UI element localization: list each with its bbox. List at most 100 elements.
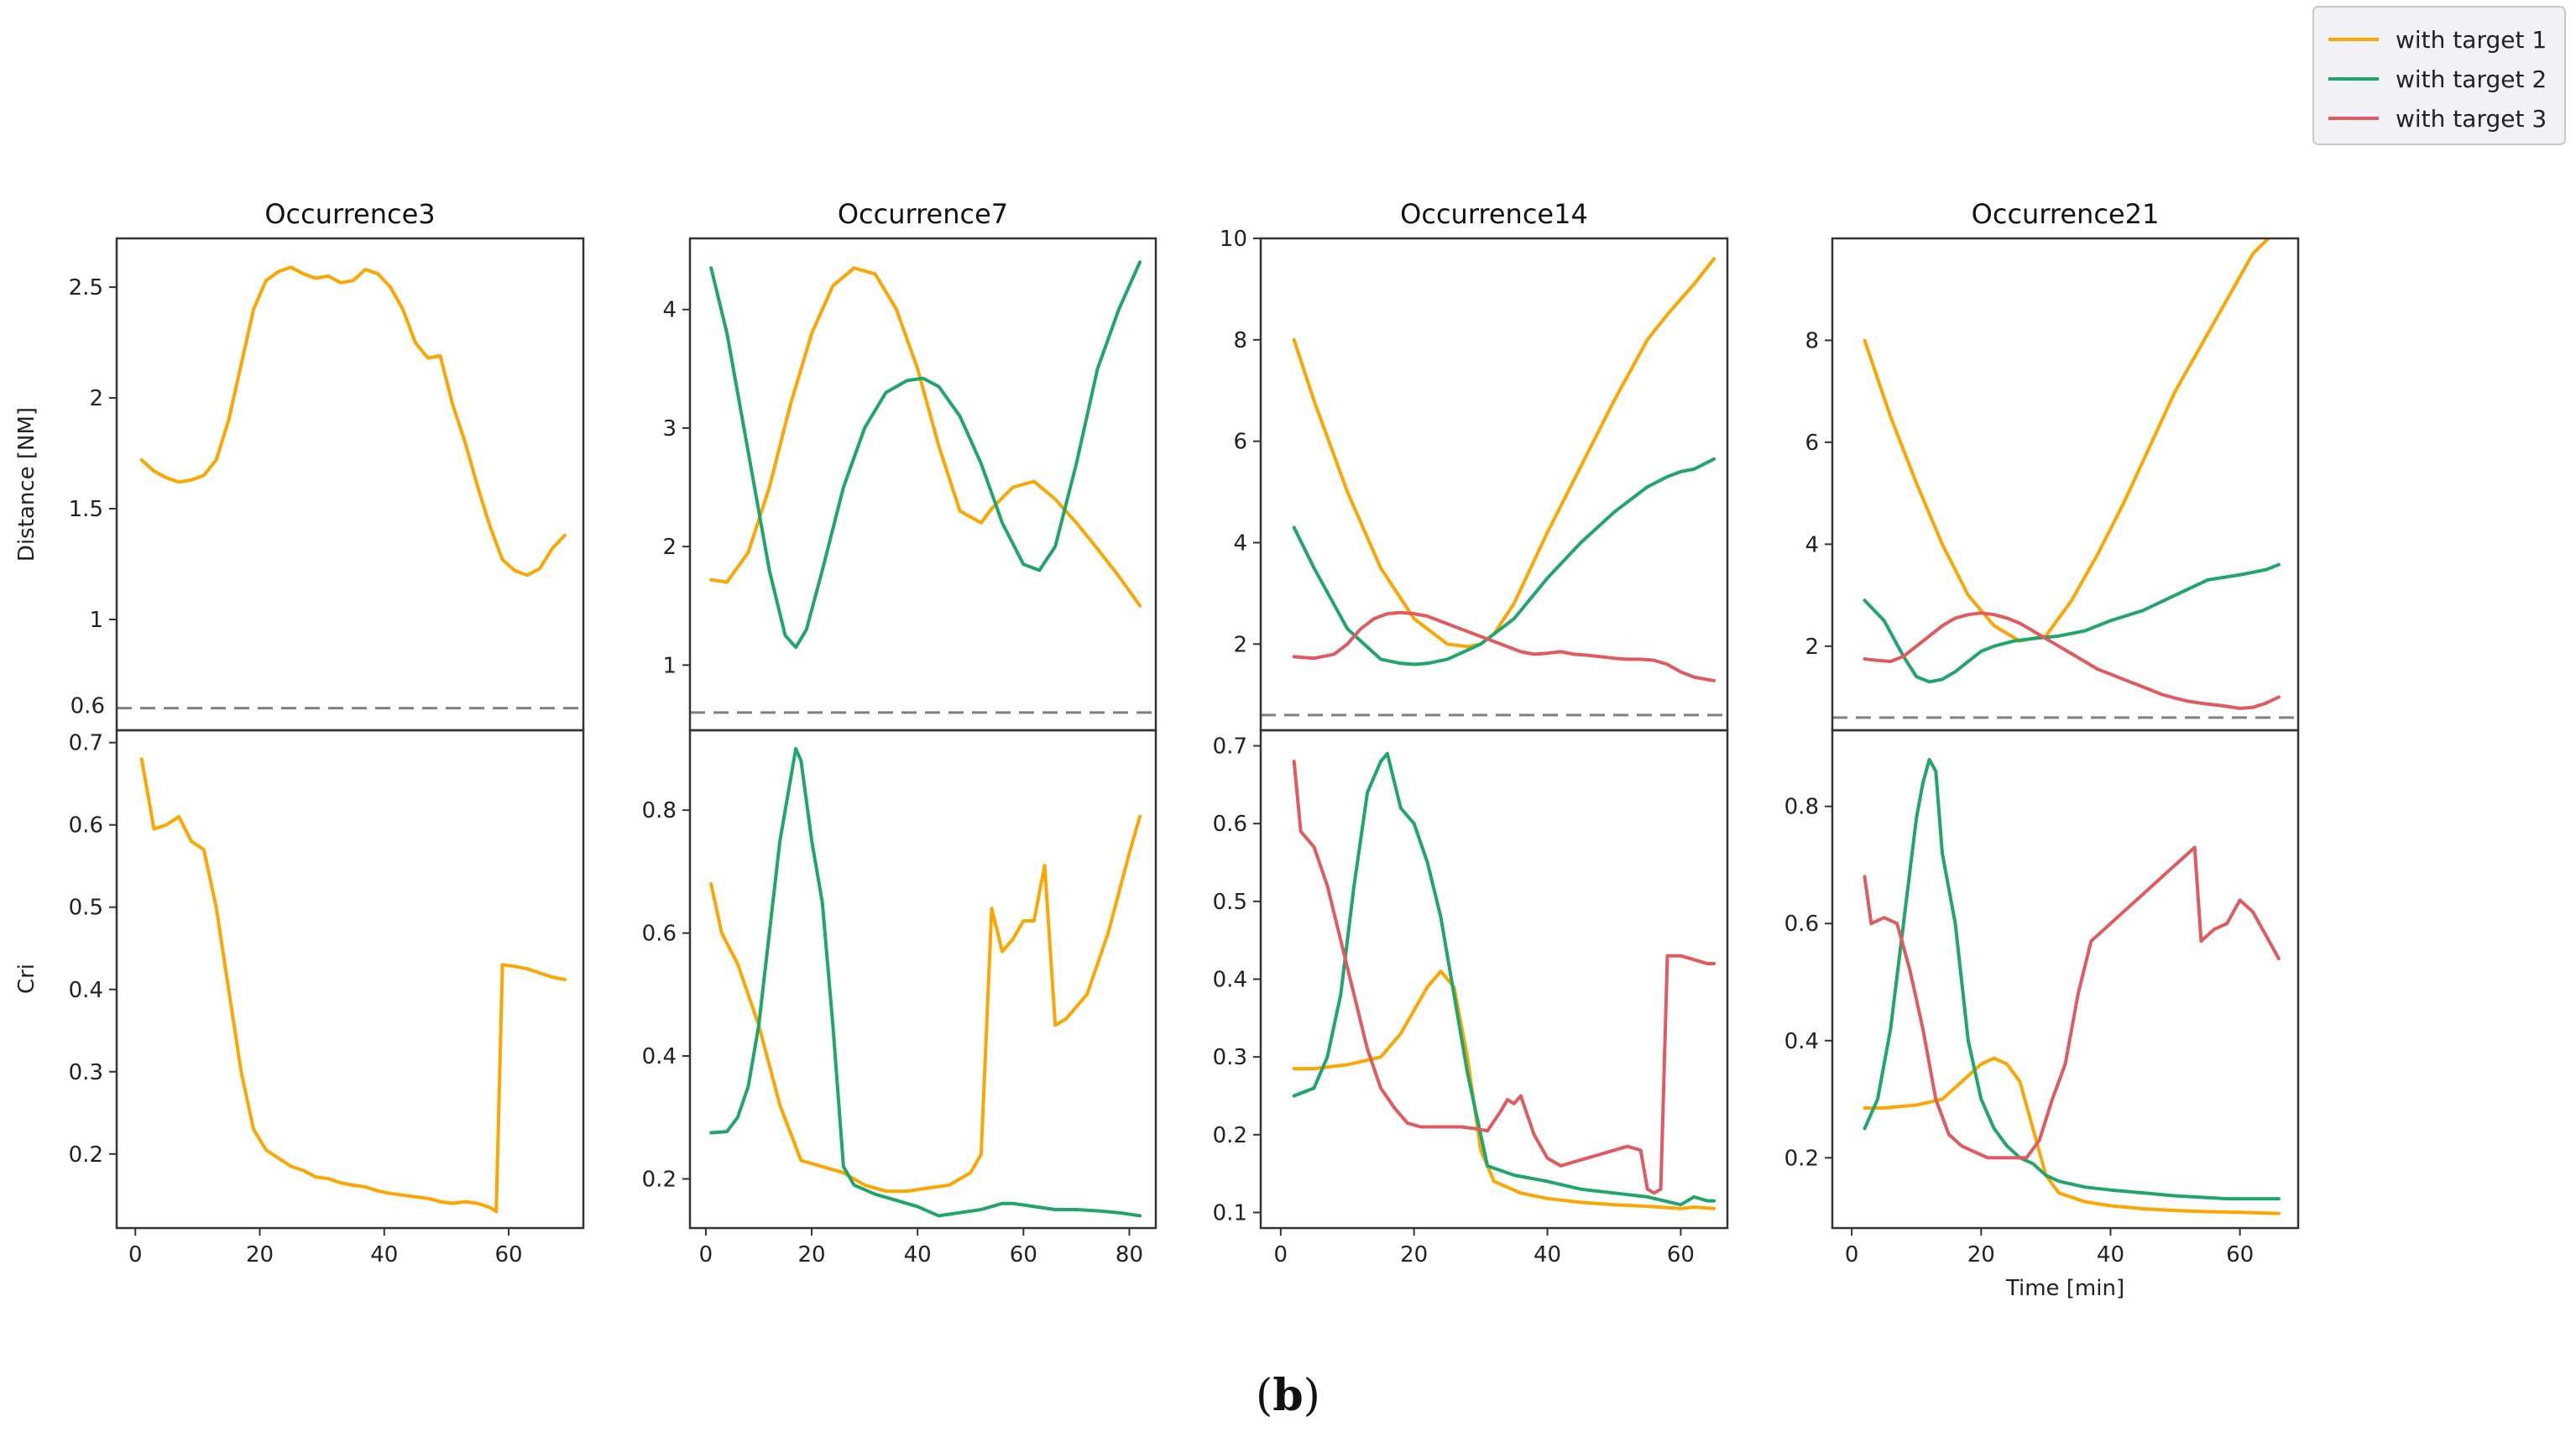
y-tick-label: 0.4 xyxy=(69,978,103,1003)
y-tick-label: 0.8 xyxy=(1784,795,1819,820)
cri-subplot: 0.2 0.3 0.4 0.5 0.6 0.7 xyxy=(69,729,585,1230)
cri-series-target1 xyxy=(1863,1056,2281,1215)
x-tick-label: 0 xyxy=(128,1242,143,1267)
x-tick-label: 20 xyxy=(1400,1242,1428,1267)
y-tick-label: 0.6 xyxy=(1784,912,1819,937)
distance-series-target1 xyxy=(1863,238,2271,643)
legend: with target 1 with target 2 with target … xyxy=(2312,6,2566,145)
distance-y-axis-label: Distance [NM] xyxy=(14,407,39,562)
figure-caption: (b) xyxy=(0,1370,2576,1421)
y-tick-label: 0.5 xyxy=(69,896,103,921)
y-tick-label: 0.3 xyxy=(69,1060,103,1085)
y-tick-label: 6 xyxy=(1233,430,1247,455)
y-tick-label: 0.6 xyxy=(1213,812,1247,837)
y-tick-label: 0.2 xyxy=(642,1167,677,1192)
y-tick-label: 0.4 xyxy=(642,1044,677,1069)
y-tick-label: 4 xyxy=(1233,531,1247,556)
cri-series-target1 xyxy=(139,757,567,1214)
cri-frame xyxy=(115,729,585,1230)
x-tick-label: 0 xyxy=(1274,1242,1288,1267)
y-tick-label: 0.3 xyxy=(1213,1045,1247,1070)
x-tick-label: 20 xyxy=(246,1242,274,1267)
threshold-label: 0.6 xyxy=(71,694,105,719)
x-tick-label: 20 xyxy=(1967,1242,1995,1267)
y-tick-label: 4 xyxy=(662,298,677,323)
caption-close: ) xyxy=(1303,1371,1320,1421)
x-tick-label: 40 xyxy=(370,1242,398,1267)
y-tick-label: 4 xyxy=(1805,532,1819,557)
cri-series-target3 xyxy=(1292,760,1716,1195)
panel-4: Occurrence21 2 4 6 8 0.2 0.4 0.6 0.8 0 20 40 60 Time … xyxy=(1784,198,2300,1301)
cri-subplot: 0.2 0.4 0.6 0.8 xyxy=(1784,729,2300,1230)
panel-1: Occurrence3 0.6 1 1.5 2 2.5 0.2 0.3 0.4 0.5 0.6 0.7… xyxy=(69,198,585,1267)
panel-title: Occurrence7 xyxy=(838,198,1008,230)
x-tick-label: 40 xyxy=(1534,1242,1561,1267)
caption-open: ( xyxy=(1256,1371,1273,1421)
y-tick-label: 2 xyxy=(89,386,103,411)
y-tick-label: 10 xyxy=(1220,227,1247,252)
y-tick-label: 0.5 xyxy=(1213,890,1247,915)
y-tick-label: 1 xyxy=(662,653,677,678)
x-tick-label: 80 xyxy=(1116,1242,1143,1267)
y-tick-label: 0.4 xyxy=(1784,1029,1819,1054)
distance-subplot: 2 4 6 8 xyxy=(1805,237,2300,732)
y-tick-label: 0.2 xyxy=(1213,1123,1247,1148)
cri-series-target1 xyxy=(709,814,1142,1194)
x-tick-label: 0 xyxy=(1845,1242,1859,1267)
y-tick-label: 6 xyxy=(1805,431,1819,456)
y-tick-label: 0.6 xyxy=(69,813,103,839)
distance-subplot: 2 4 6 8 10 xyxy=(1220,227,1729,732)
cri-y-axis-label: Cri xyxy=(14,964,39,994)
cri-frame xyxy=(1831,729,2300,1230)
x-tick-label: 20 xyxy=(798,1242,826,1267)
y-tick-label: 3 xyxy=(662,416,677,442)
cri-frame xyxy=(1259,729,1729,1230)
distance-series-target1 xyxy=(1292,257,1716,649)
cri-series-target2 xyxy=(709,747,1142,1218)
y-tick-label: 0.7 xyxy=(1213,734,1247,760)
x-tick-label: 60 xyxy=(1010,1242,1037,1267)
distance-series-target1 xyxy=(139,265,567,578)
x-tick-label: 60 xyxy=(494,1242,522,1267)
panel-title: Occurrence3 xyxy=(264,198,435,230)
distance-subplot: 0.6 1 1.5 2 2.5 xyxy=(69,237,585,732)
y-tick-label: 2.5 xyxy=(69,275,103,301)
caption-letter: b xyxy=(1272,1370,1304,1421)
distance-series-target3 xyxy=(1292,610,1716,682)
cri-series-target2 xyxy=(1863,757,2281,1201)
y-tick-label: 8 xyxy=(1233,328,1247,353)
panels-layer: Occurrence3 0.6 1 1.5 2 2.5 0.2 0.3 0.4 0.5 0.6 0.7… xyxy=(14,198,2300,1301)
legend-label-target3: with target 3 xyxy=(2396,105,2547,133)
y-tick-label: 2 xyxy=(1805,635,1819,660)
cri-subplot: 0.2 0.4 0.6 0.8 xyxy=(642,729,1157,1230)
cri-subplot: 0.1 0.2 0.3 0.4 0.5 0.6 0.7 xyxy=(1213,729,1729,1230)
legend-label-target1: with target 1 xyxy=(2396,26,2547,54)
panel-title: Occurrence21 xyxy=(1972,198,2160,230)
legend-label-target2: with target 2 xyxy=(2396,65,2547,93)
y-tick-label: 0.6 xyxy=(642,922,677,947)
distance-series-target2 xyxy=(709,260,1142,650)
cri-frame xyxy=(688,729,1157,1230)
distance-series-target2 xyxy=(1863,562,2281,684)
y-tick-label: 1.5 xyxy=(69,497,103,522)
x-tick-label: 60 xyxy=(1667,1242,1695,1267)
y-tick-label: 0.4 xyxy=(1213,968,1247,993)
y-tick-label: 0.7 xyxy=(69,731,103,756)
distance-series-target2 xyxy=(1292,457,1716,666)
panel-title: Occurrence14 xyxy=(1400,198,1588,230)
panel-3: Occurrence142468100.10.20.30.40.50.60.70… xyxy=(1213,198,1729,1267)
y-tick-label: 8 xyxy=(1805,328,1819,353)
panel-2: Occurrence7 1 2 3 4 0.2 0.4 0.6 0.8 0 20 40 60 80 xyxy=(642,198,1157,1267)
cri-series-target3 xyxy=(1863,845,2281,1160)
x-tick-label: 0 xyxy=(699,1242,713,1267)
distance-series-target3 xyxy=(1863,611,2281,710)
y-tick-label: 0.1 xyxy=(1213,1200,1247,1226)
x-tick-label: 60 xyxy=(2226,1242,2254,1267)
y-tick-label: 0.2 xyxy=(69,1142,103,1168)
y-tick-label: 1 xyxy=(89,608,103,633)
y-tick-label: 0.2 xyxy=(1784,1146,1819,1171)
x-axis-label: Time [min] xyxy=(2005,1276,2124,1301)
y-tick-label: 2 xyxy=(1233,632,1247,657)
y-tick-label: 2 xyxy=(662,535,677,560)
